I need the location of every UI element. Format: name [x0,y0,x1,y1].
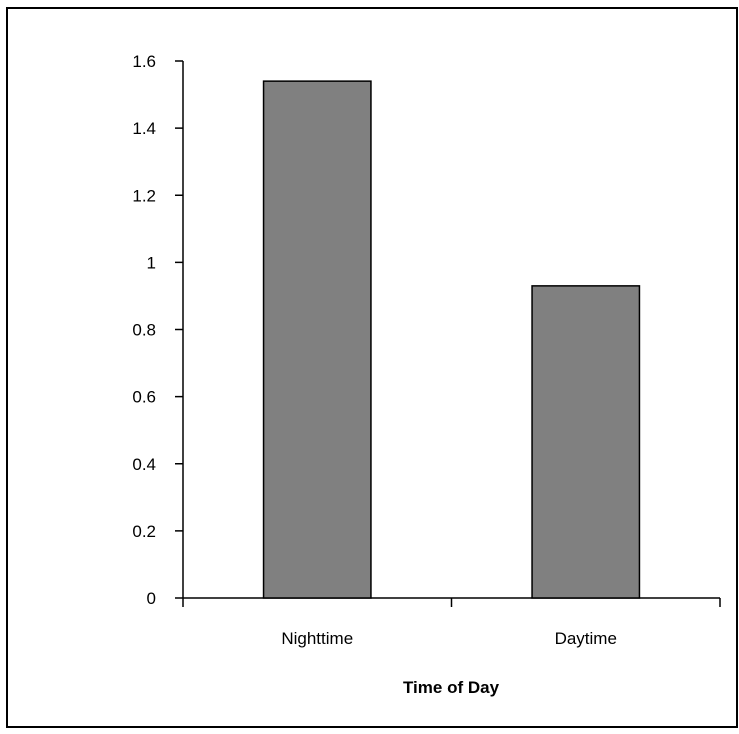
y-tick-label: 1 [147,253,156,272]
bar-daytime [532,286,639,598]
y-tick-label: 1.4 [132,119,156,138]
y-tick-label: 0.2 [132,522,156,541]
x-category-label: Nighttime [281,629,353,648]
bar-nighttime [264,81,371,598]
x-category-label: Daytime [555,629,617,648]
y-tick-label: 0 [147,589,156,608]
y-tick-label: 1.2 [132,186,156,205]
y-tick-label: 1.6 [132,52,156,71]
y-tick-label: 0.4 [132,455,156,474]
y-tick-label: 0.8 [132,321,156,340]
y-tick-label: 0.6 [132,388,156,407]
x-axis-title: Time of Day [403,678,500,697]
